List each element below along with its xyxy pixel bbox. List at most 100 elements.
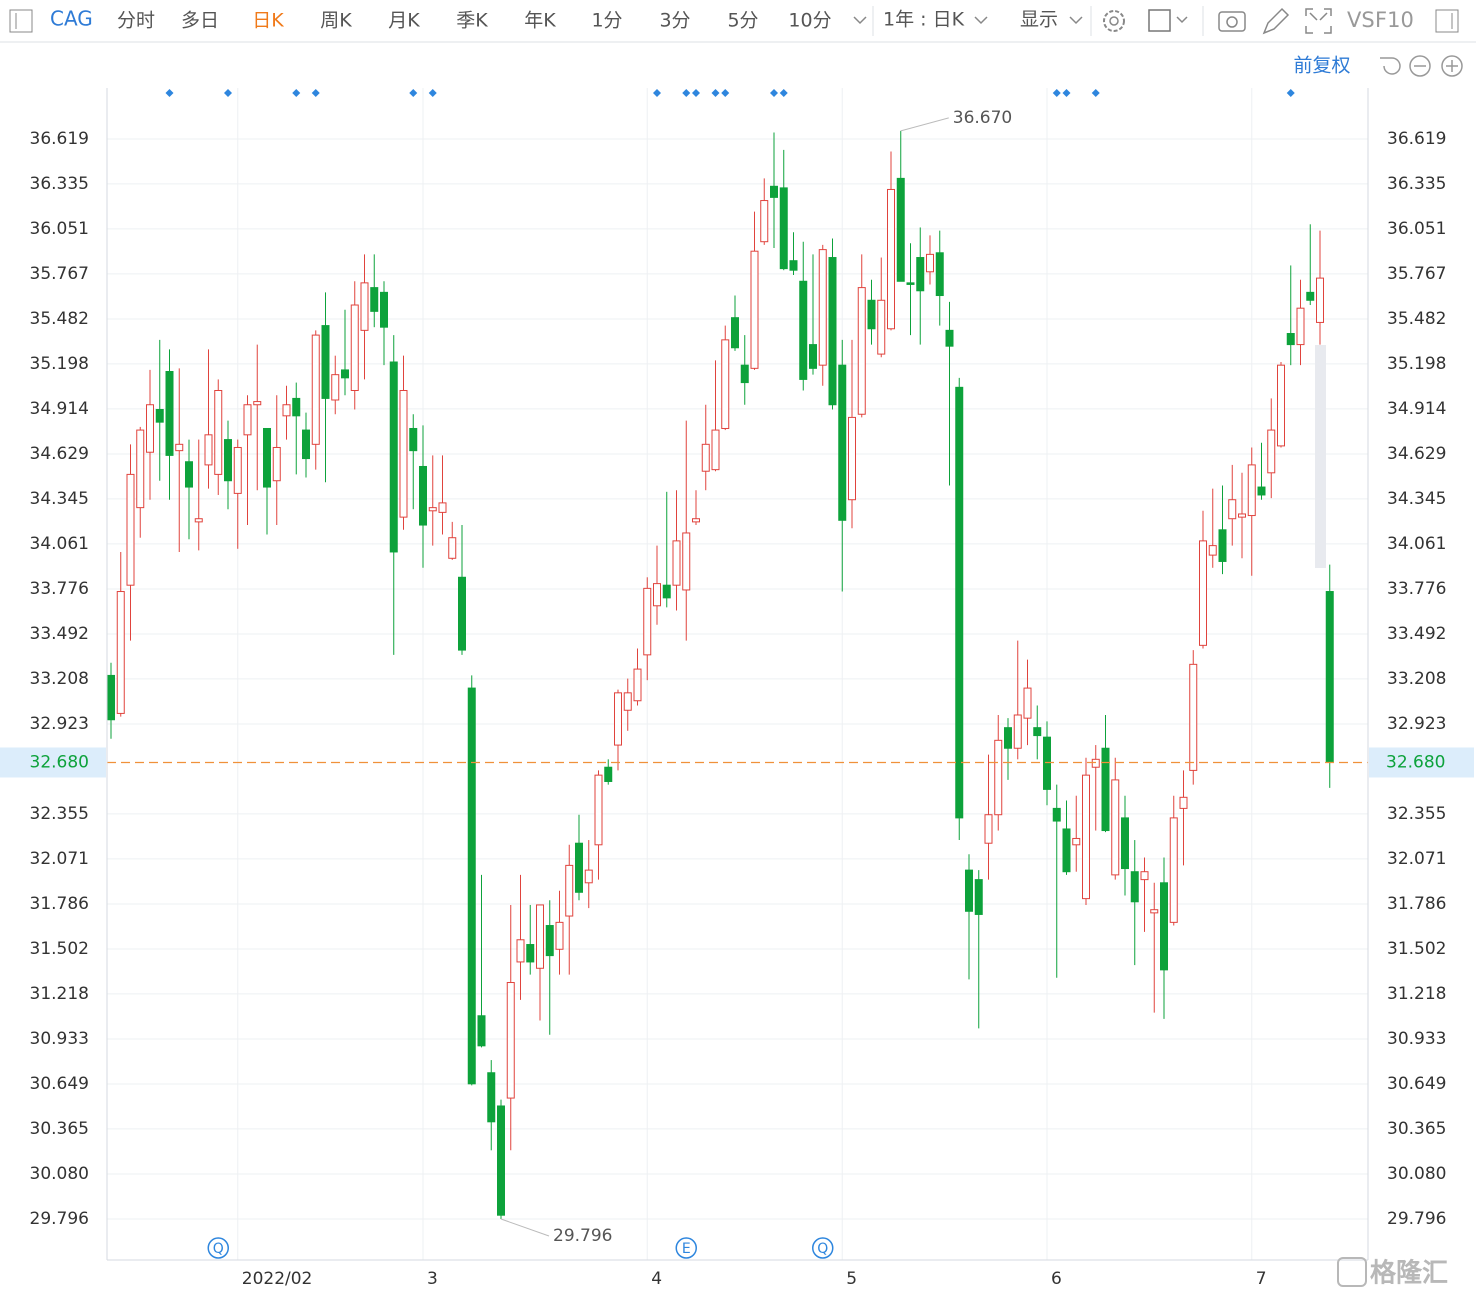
candle-body bbox=[146, 404, 154, 453]
event-marker[interactable] bbox=[311, 89, 320, 97]
candle-body bbox=[1169, 817, 1178, 923]
y-tick-label-right: 36.335 bbox=[1387, 174, 1446, 194]
event-icon[interactable] bbox=[675, 1237, 697, 1259]
f10-button[interactable]: F10 bbox=[1375, 8, 1414, 32]
last-price-box bbox=[0, 747, 106, 778]
camera-icon[interactable] bbox=[1218, 11, 1246, 32]
event-marker[interactable] bbox=[224, 89, 232, 97]
plot: 36.619 36.619 36.335 36.335 36.051 36.051 35.7… bbox=[30, 88, 1446, 1289]
event-icon[interactable] bbox=[812, 1237, 834, 1259]
period-tab[interactable]: 周K bbox=[320, 10, 352, 32]
candle-body bbox=[965, 869, 973, 912]
candle-body bbox=[487, 1072, 496, 1123]
candle-body bbox=[1306, 291, 1315, 301]
pencil-icon[interactable] bbox=[1262, 7, 1290, 35]
event-marker[interactable] bbox=[1062, 89, 1071, 97]
period-tab[interactable]: 年K bbox=[524, 10, 556, 32]
zoom-out-icon[interactable] bbox=[1409, 55, 1431, 77]
period-tab[interactable]: 月K bbox=[388, 10, 420, 32]
event-marker[interactable] bbox=[1091, 89, 1100, 97]
candle-body bbox=[399, 389, 408, 518]
settings-icon[interactable] bbox=[1103, 10, 1125, 32]
y-tick-label: 36.051 bbox=[30, 219, 89, 239]
candle-body bbox=[614, 692, 622, 746]
x-tick-label: 5 bbox=[846, 1269, 857, 1289]
candle-body bbox=[682, 532, 691, 591]
period-tab[interactable]: 分时 bbox=[117, 10, 155, 32]
range-select[interactable]: 1年 : 日K bbox=[883, 9, 965, 31]
period-tab[interactable]: 5分 bbox=[727, 10, 758, 32]
event-marker[interactable] bbox=[165, 89, 174, 97]
panel-icon[interactable] bbox=[1435, 9, 1459, 33]
display-menu[interactable]: 显示 bbox=[1020, 9, 1058, 31]
event-marker[interactable] bbox=[653, 89, 661, 97]
candle-body bbox=[1228, 499, 1237, 520]
period-tab[interactable]: 季K bbox=[456, 10, 488, 32]
annotation-leader bbox=[500, 1218, 550, 1237]
period-tab[interactable]: 1分 bbox=[591, 10, 622, 32]
vs-button[interactable]: VS bbox=[1347, 8, 1375, 32]
candle-body bbox=[799, 280, 808, 380]
candle-body bbox=[1101, 747, 1110, 832]
sidebar-icon[interactable] bbox=[9, 9, 33, 33]
y-tick-label-right: 35.482 bbox=[1387, 309, 1446, 329]
event-marker[interactable] bbox=[409, 89, 418, 97]
event-label: Q bbox=[817, 1241, 828, 1257]
candle-body bbox=[136, 429, 145, 509]
candle-body bbox=[526, 944, 535, 963]
candle-body bbox=[994, 739, 1003, 816]
y-tick-label-right: 34.629 bbox=[1387, 444, 1446, 464]
event-marker[interactable] bbox=[711, 89, 720, 97]
period-tabs: 分时 多日 日K 周K 月K 季K 年K 1分 3分 5分 10分 bbox=[117, 10, 832, 32]
candle-body bbox=[760, 200, 769, 243]
candle-body bbox=[243, 404, 252, 436]
event-marker[interactable] bbox=[721, 89, 730, 97]
period-tab[interactable]: 多日 bbox=[181, 10, 219, 32]
candle-body bbox=[233, 446, 242, 494]
candle-body bbox=[701, 443, 710, 472]
candle-body bbox=[789, 260, 798, 271]
period-tab[interactable]: 3分 bbox=[659, 10, 690, 32]
y-tick-label: 31.786 bbox=[30, 894, 89, 914]
y-tick-label: 33.492 bbox=[30, 624, 89, 644]
event-marker[interactable] bbox=[292, 89, 301, 97]
event-marker[interactable] bbox=[770, 89, 778, 97]
y-tick-label-right: 34.345 bbox=[1387, 489, 1446, 509]
x-tick-label: 4 bbox=[651, 1269, 662, 1289]
event-marker[interactable] bbox=[692, 89, 700, 97]
zoom-in-icon[interactable] bbox=[1441, 55, 1463, 77]
candle-body bbox=[692, 518, 700, 523]
undo-icon[interactable] bbox=[1380, 57, 1401, 75]
event-marker[interactable] bbox=[1052, 89, 1061, 97]
adjust-mode[interactable]: 前复权 bbox=[1293, 55, 1350, 77]
period-tab[interactable]: 10分 bbox=[788, 10, 831, 32]
candle-body bbox=[1140, 871, 1149, 881]
candle-body bbox=[877, 299, 886, 355]
candle-body bbox=[1062, 828, 1071, 873]
candle-body bbox=[974, 879, 983, 915]
event-icon[interactable] bbox=[207, 1237, 229, 1259]
x-tick-label: 7 bbox=[1256, 1269, 1267, 1289]
candle-body bbox=[809, 344, 817, 369]
event-marker[interactable] bbox=[682, 89, 691, 97]
fullscreen-icon[interactable] bbox=[1305, 8, 1332, 34]
chevron[interactable] bbox=[853, 16, 867, 25]
x-tick-label: 6 bbox=[1051, 1269, 1062, 1289]
candle-body bbox=[438, 502, 447, 513]
y-tick-label-right: 35.198 bbox=[1387, 354, 1446, 374]
candle-body bbox=[1004, 727, 1012, 749]
candle-body bbox=[409, 427, 418, 452]
event-marker[interactable] bbox=[779, 89, 788, 97]
draw-box-icon[interactable] bbox=[1148, 9, 1171, 32]
event-marker[interactable] bbox=[428, 89, 437, 97]
candle-body bbox=[253, 401, 262, 406]
candle-body bbox=[214, 389, 223, 475]
candle-body bbox=[1023, 687, 1032, 719]
period-tab[interactable]: 日K bbox=[252, 10, 284, 32]
candle-body bbox=[194, 518, 203, 523]
y-tick-label: 34.914 bbox=[30, 399, 89, 419]
event-marker[interactable] bbox=[1286, 89, 1295, 97]
symbol[interactable]: CAG bbox=[50, 7, 93, 31]
candle-body bbox=[1072, 837, 1081, 846]
candle-body bbox=[1189, 663, 1198, 771]
